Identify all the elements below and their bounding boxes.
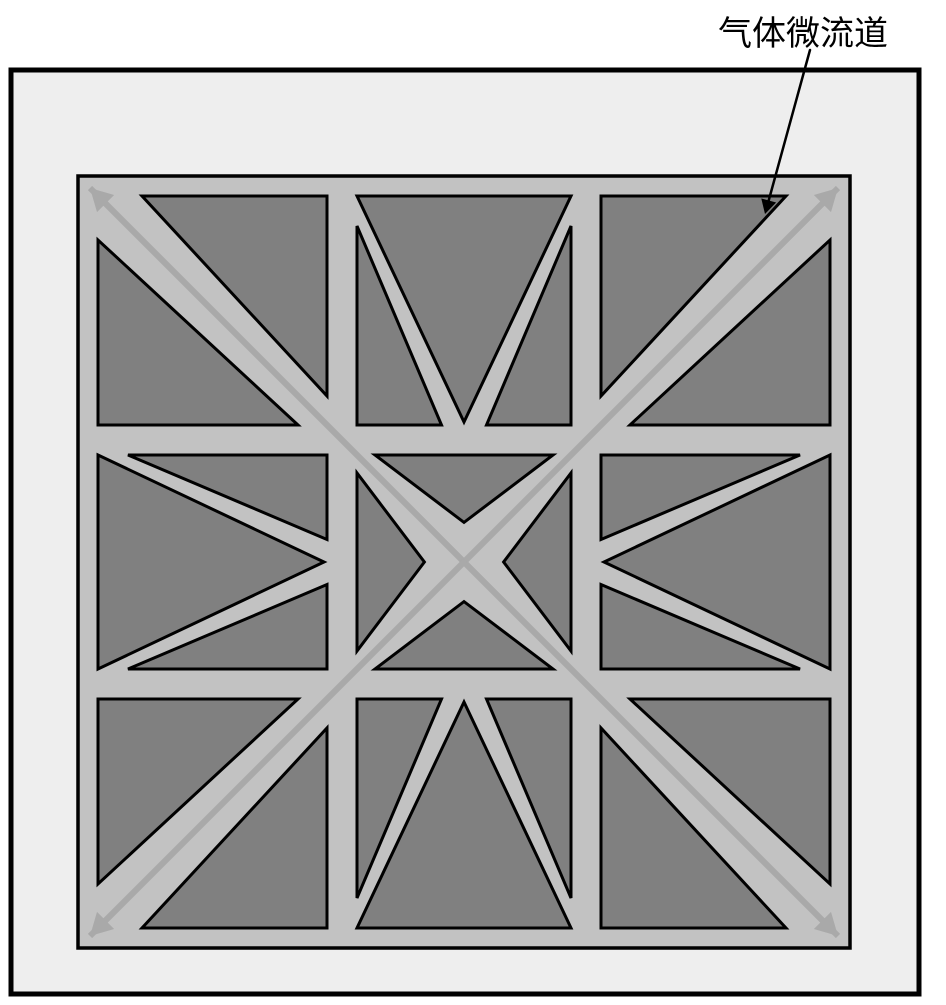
diagram-svg	[0, 0, 946, 1000]
figure-page: 气体微流道	[0, 0, 946, 1000]
diagram-svg-wrap	[0, 0, 946, 1005]
